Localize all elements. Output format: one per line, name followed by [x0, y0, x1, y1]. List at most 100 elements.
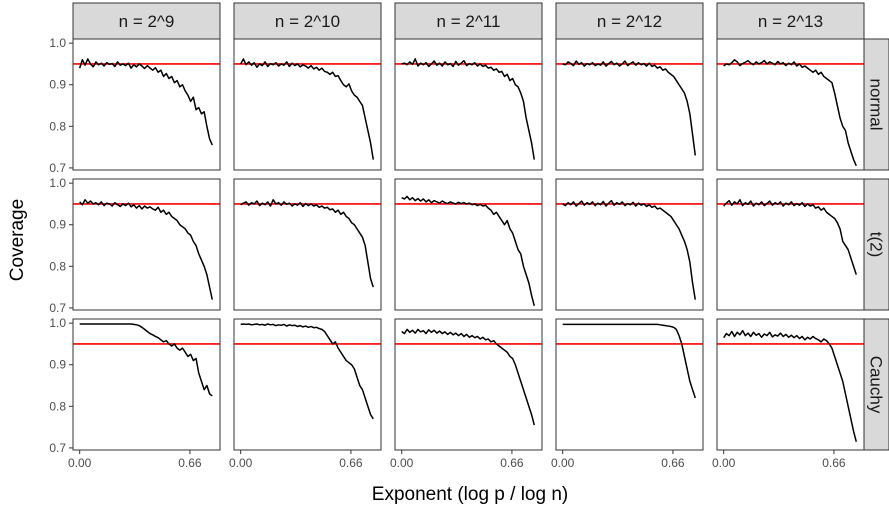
y-tick-label: 1.0 — [49, 316, 66, 330]
panel-border — [72, 178, 221, 311]
y-tick-label: 0.9 — [49, 78, 66, 92]
panel-background — [73, 319, 220, 450]
panel-border — [394, 318, 543, 451]
panel-normal-n-2-10 — [233, 38, 382, 171]
row-strip-normal — [863, 38, 889, 171]
y-tick-label: 0.8 — [49, 259, 66, 273]
panel-cauchy-n-2-9 — [72, 318, 221, 451]
y-tick-label: 1.0 — [49, 176, 66, 190]
panel-background — [556, 319, 703, 450]
y-tick-label: 0.8 — [49, 399, 66, 413]
panel-border — [72, 318, 221, 451]
panel-background — [395, 39, 542, 170]
y-tick-label: 1.0 — [49, 36, 66, 50]
x-tick-label: 0.66 — [178, 456, 202, 470]
panel-border — [394, 38, 543, 171]
panel-normal-n-2-9 — [72, 38, 221, 171]
panel-background — [556, 39, 703, 170]
coverage-line — [562, 199, 697, 300]
column-strip-label: n = 2^13 — [758, 12, 823, 31]
panel-border — [716, 178, 865, 311]
column-strip-label: n = 2^9 — [119, 12, 175, 31]
panel-background — [717, 319, 864, 450]
panel-cauchy-n-2-11 — [394, 318, 543, 451]
panel-background — [234, 319, 381, 450]
column-strip-n-2-11 — [394, 2, 543, 40]
coverage-line — [723, 199, 857, 275]
coverage-line — [723, 59, 857, 167]
coverage-line — [401, 195, 536, 307]
row-strip-label: t(2) — [867, 232, 886, 258]
x-tick-label: 0.66 — [339, 456, 363, 470]
column-strip-label: n = 2^12 — [597, 12, 662, 31]
column-strip-n-2-12 — [555, 2, 704, 40]
x-tick-label: 0.00 — [229, 456, 253, 470]
coverage-line — [240, 58, 375, 160]
facet-panels — [72, 38, 865, 451]
panel-t-2-n-2-9 — [72, 178, 221, 311]
x-tick-label: 0.66 — [661, 456, 685, 470]
axes: 0.70.80.91.00.70.80.91.00.70.80.91.00.00… — [49, 36, 846, 470]
panel-background — [73, 179, 220, 310]
coverage-line — [562, 323, 696, 399]
row-strip-label: normal — [867, 79, 886, 131]
coverage-line — [240, 323, 374, 420]
column-strip-n-2-13 — [716, 2, 865, 40]
x-tick-label: 0.00 — [712, 456, 736, 470]
panel-cauchy-n-2-12 — [555, 318, 704, 451]
y-tick-label: 0.9 — [49, 358, 66, 372]
column-strip-label: n = 2^11 — [437, 12, 501, 31]
column-strip-n-2-9 — [72, 2, 221, 40]
panel-border — [233, 318, 382, 451]
panel-background — [234, 179, 381, 310]
panel-border — [72, 38, 221, 171]
y-tick-label: 0.8 — [49, 119, 66, 133]
x-axis-title: Exponent (log p / log n) — [372, 484, 568, 505]
panel-background — [395, 319, 542, 450]
panel-border — [233, 38, 382, 171]
y-tick-label: 0.9 — [49, 218, 66, 232]
x-tick-label: 0.66 — [822, 456, 846, 470]
panel-border — [555, 178, 704, 311]
panel-cauchy-n-2-10 — [233, 318, 382, 451]
panel-t-2-n-2-13 — [716, 178, 865, 311]
coverage-line — [401, 58, 536, 160]
panel-background — [556, 179, 703, 310]
panel-background — [717, 179, 864, 310]
panel-border — [394, 178, 543, 311]
panel-background — [717, 39, 864, 170]
y-tick-label: 0.7 — [49, 301, 66, 315]
panel-normal-n-2-13 — [716, 38, 865, 171]
coverage-line — [723, 329, 858, 442]
panel-normal-n-2-11 — [394, 38, 543, 171]
panel-t-2-n-2-12 — [555, 178, 704, 311]
panel-cauchy-n-2-13 — [716, 318, 865, 451]
panel-background — [73, 39, 220, 170]
coverage-line — [79, 323, 213, 397]
x-tick-label: 0.66 — [500, 456, 524, 470]
x-tick-label: 0.00 — [68, 456, 92, 470]
panel-normal-n-2-12 — [555, 38, 704, 171]
coverage-line — [79, 199, 214, 300]
y-tick-label: 0.7 — [49, 441, 66, 455]
coverage-line — [401, 328, 536, 426]
panel-border — [716, 38, 865, 171]
panel-t-2-n-2-11 — [394, 178, 543, 311]
coverage-line — [78, 58, 213, 146]
x-tick-label: 0.00 — [390, 456, 414, 470]
coverage-line — [562, 60, 697, 156]
row-strip-label: Cauchy — [867, 356, 886, 414]
facet-strips: n = 2^9 n = 2^10 n = 2^11 n = 2^12 n = 2^13 n… — [72, 2, 889, 451]
panel-border — [716, 318, 865, 451]
panel-border — [555, 318, 704, 451]
panel-border — [555, 38, 704, 171]
y-tick-label: 0.7 — [49, 161, 66, 175]
panel-background — [234, 39, 381, 170]
x-tick-label: 0.00 — [551, 456, 575, 470]
coverage-line — [240, 199, 374, 288]
panel-t-2-n-2-10 — [233, 178, 382, 311]
panel-border — [233, 178, 382, 311]
y-axis-title: Coverage — [7, 199, 28, 281]
column-strip-label: n = 2^10 — [275, 12, 340, 31]
